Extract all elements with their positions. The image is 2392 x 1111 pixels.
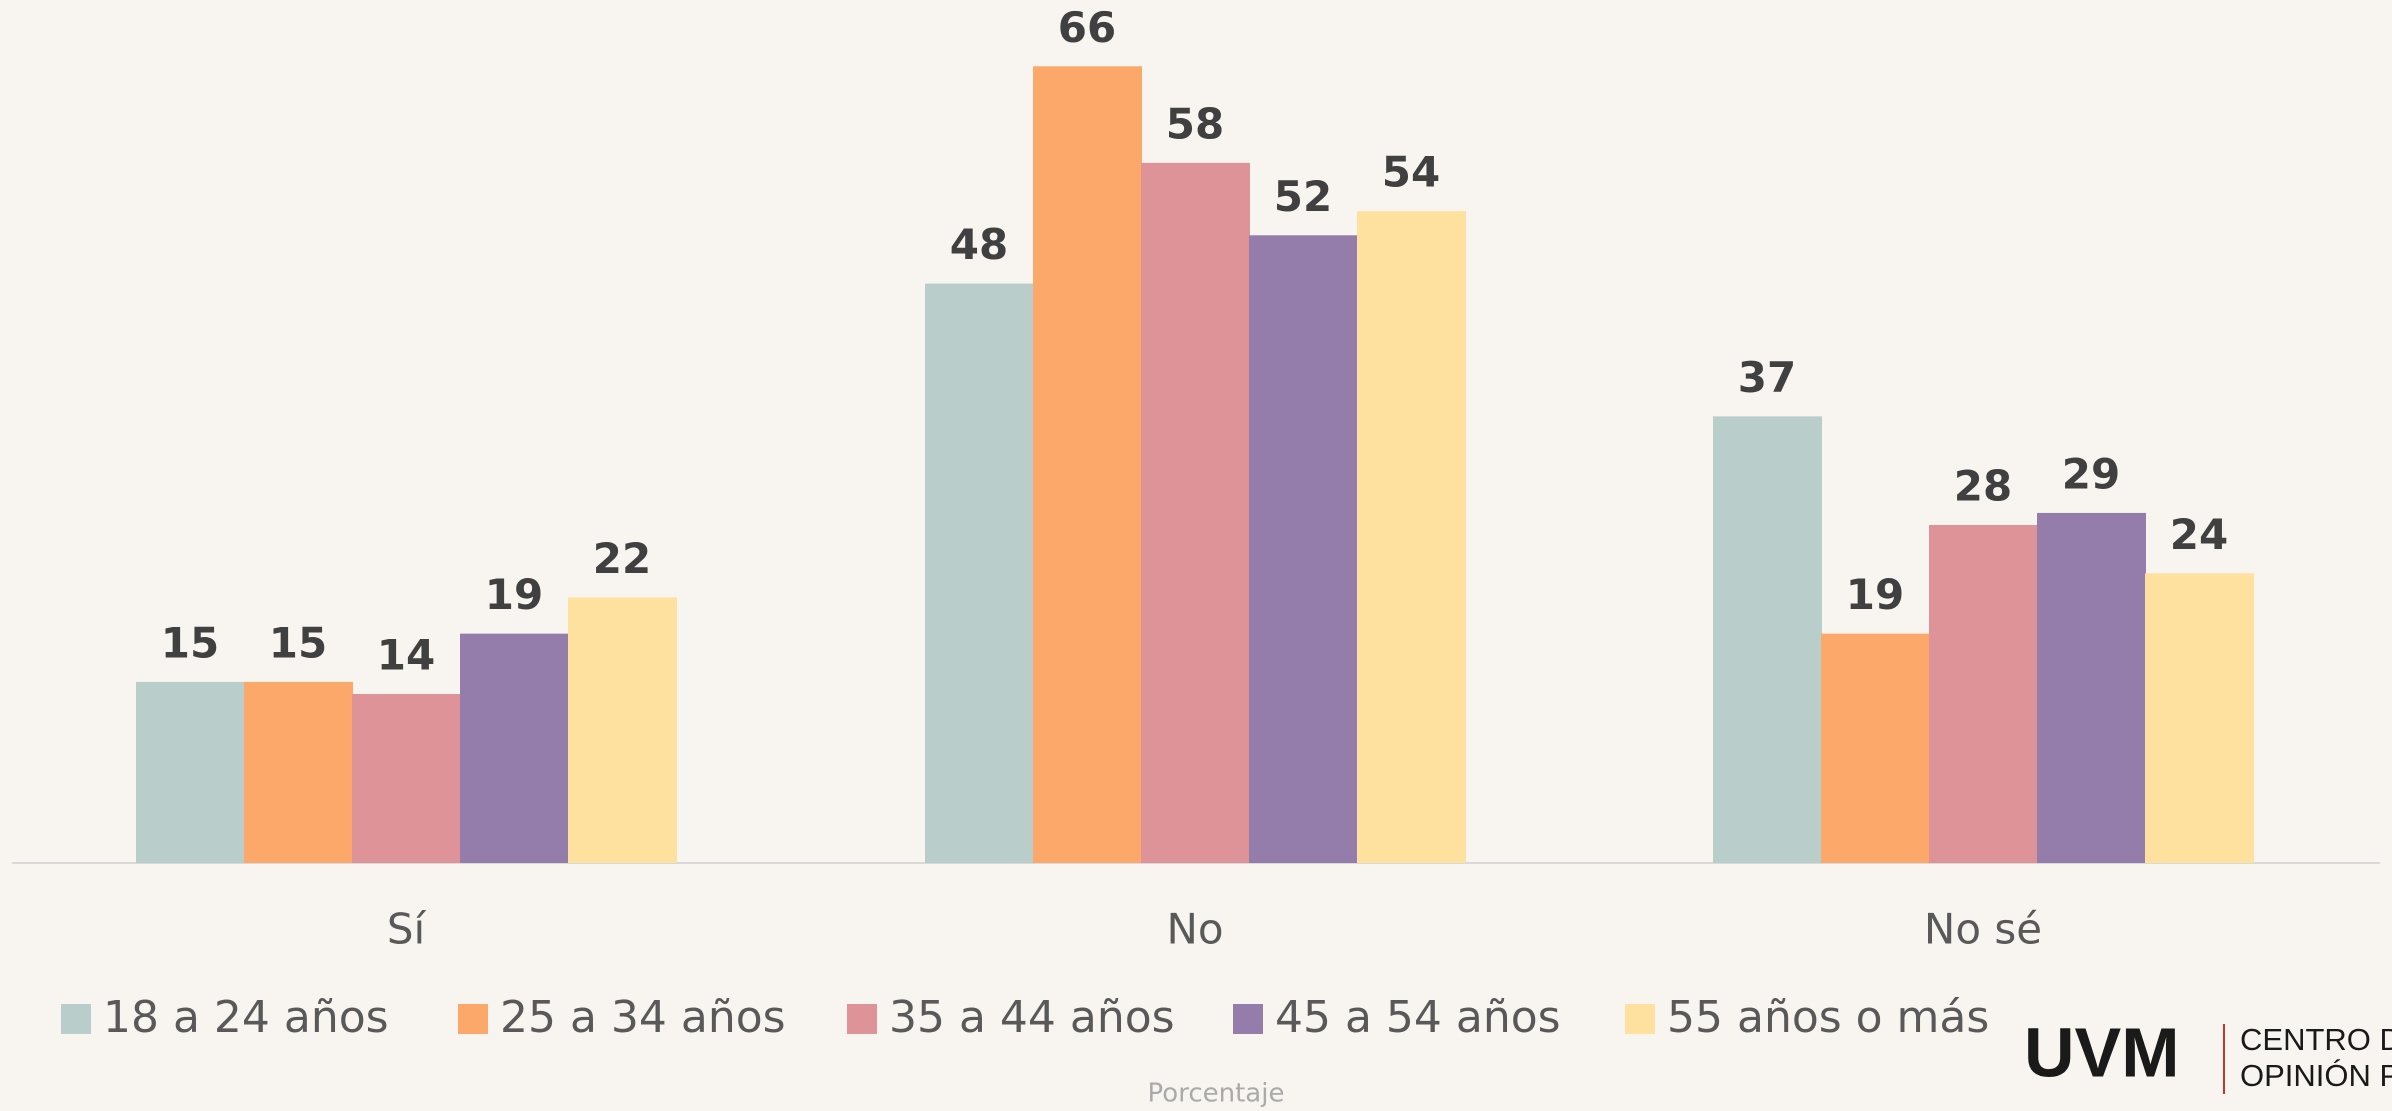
legend-swatch: [1625, 1004, 1655, 1034]
x-tick-label: No sé: [1924, 905, 2042, 954]
bar: [460, 633, 569, 863]
legend-label: 45 a 54 años: [1275, 992, 1561, 1043]
data-label: 29: [2062, 449, 2120, 498]
logo-line: OPINIÓN PÚ: [2240, 1058, 2392, 1093]
bar: [568, 597, 677, 863]
data-label: 66: [1058, 3, 1116, 52]
bar: [1713, 416, 1822, 863]
bar: [1141, 162, 1250, 863]
bar: [2145, 573, 2254, 863]
data-label: 14: [377, 631, 435, 680]
x-tick-label: Sí: [387, 905, 427, 954]
legend-swatch: [61, 1004, 91, 1034]
bar: [925, 283, 1034, 864]
axis-label: Porcentaje: [1148, 1079, 1285, 1109]
bar: [352, 694, 461, 863]
logo-text: UVM: [2024, 1013, 2180, 1091]
legend-label: 25 a 34 años: [500, 992, 786, 1043]
data-label: 24: [2170, 510, 2228, 559]
bar: [2037, 512, 2146, 863]
bar: [1357, 211, 1466, 864]
bar: [1033, 66, 1142, 864]
bar: [244, 681, 353, 863]
logo-line: CENTRO DE: [2240, 1022, 2392, 1057]
data-label: 54: [1382, 148, 1440, 197]
data-label: 15: [161, 618, 219, 667]
data-label: 48: [950, 220, 1008, 269]
data-label: 15: [269, 618, 327, 667]
legend-swatch: [1233, 1004, 1263, 1034]
bar: [136, 681, 245, 863]
bar: [1249, 235, 1358, 864]
legend-swatch: [458, 1004, 488, 1034]
data-label: 52: [1274, 172, 1332, 221]
x-tick-label: No: [1166, 905, 1223, 954]
data-label: 19: [485, 570, 543, 619]
legend-label: 35 a 44 años: [889, 992, 1175, 1043]
data-label: 58: [1166, 99, 1224, 148]
bar: [1929, 525, 2038, 863]
legend-label: 55 años o más: [1667, 992, 1989, 1043]
data-label: 37: [1738, 353, 1796, 402]
bar: [1821, 633, 1930, 863]
data-label: 28: [1954, 462, 2012, 511]
legend-swatch: [847, 1004, 877, 1034]
data-label: 19: [1846, 570, 1904, 619]
data-label: 22: [593, 534, 651, 583]
legend-label: 18 a 24 años: [103, 992, 389, 1043]
